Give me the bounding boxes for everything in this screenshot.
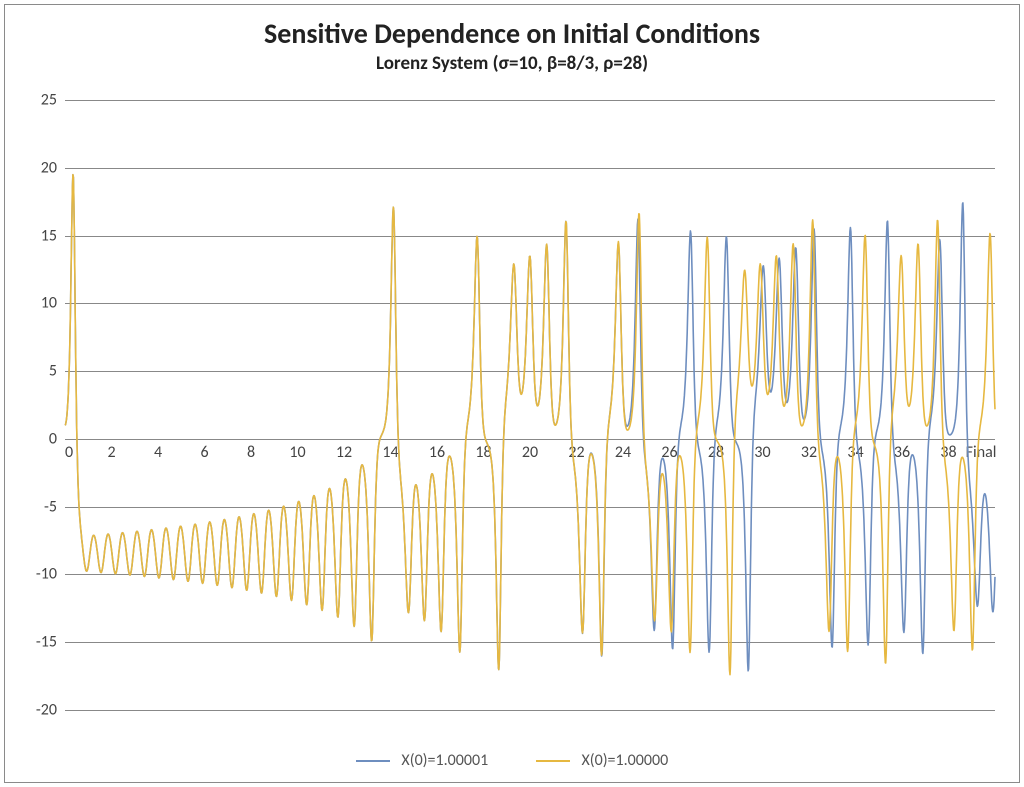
legend-swatch-1 [356,760,390,762]
y-axis-label: 10 [41,294,57,313]
y-axis-label: 0 [49,429,57,448]
legend-item-series1: X(0)=1.00001 [356,751,488,770]
legend-label-1: X(0)=1.00001 [401,751,488,770]
legend-item-series2: X(0)=1.00000 [536,751,668,770]
chart-subtitle: Lorenz System (σ=10, β=8/3, ρ=28) [5,52,1019,75]
y-axis-label: -10 [36,565,57,584]
y-axis-label: -5 [44,497,57,516]
series-line-2 [65,175,995,675]
y-axis-label: 20 [41,158,57,177]
y-axis-label: 25 [41,91,57,110]
y-axis-label: 15 [41,226,57,245]
legend: X(0)=1.00001 X(0)=1.00000 [5,751,1019,770]
plot-area: -20-15-10-505101520250246810121416182022… [65,100,995,710]
legend-label-2: X(0)=1.00000 [581,751,668,770]
chart-title: Sensitive Dependence on Initial Conditio… [5,19,1019,50]
gridline [65,710,995,711]
y-axis-label: -15 [36,633,57,652]
series-svg [65,100,995,710]
chart-frame: Sensitive Dependence on Initial Conditio… [4,4,1020,783]
y-axis-label: 5 [49,362,57,381]
y-axis-label: -20 [36,701,57,720]
legend-swatch-2 [536,760,570,762]
chart-titles: Sensitive Dependence on Initial Conditio… [5,19,1019,75]
